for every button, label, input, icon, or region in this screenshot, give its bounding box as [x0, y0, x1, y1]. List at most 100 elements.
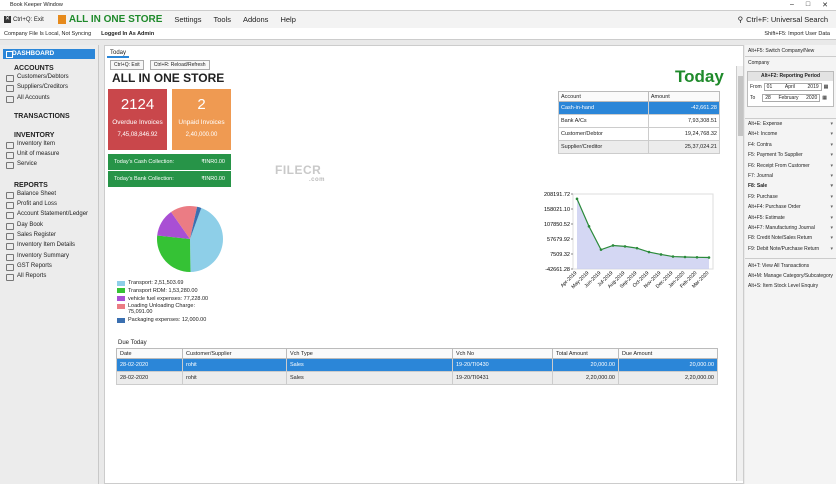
sidebar-item[interactable]: Day Book	[0, 220, 98, 230]
sidebar-item[interactable]: Sales Register	[0, 230, 98, 241]
to-date-picker[interactable]: 28 February 2020	[762, 93, 821, 102]
extra-shortcuts: Alt+T: View All Transactions Alt+M: Manag…	[745, 258, 836, 291]
sidebar-item[interactable]: Unit of measure	[0, 149, 98, 160]
menu-settings[interactable]: Settings	[174, 15, 202, 24]
legend-swatch	[117, 296, 125, 302]
import-user-data-button[interactable]: Shift+F5: Import User Data	[764, 30, 830, 37]
extra-shortcut-item[interactable]: Alt+T: View All Transactions	[748, 263, 810, 270]
unpaid-amount: 2,40,000.00	[185, 132, 218, 138]
shortcut-item[interactable]: F8: Credit Note/Sales Return	[745, 233, 836, 244]
legend-entry: Transport RDM: 1,53,280.00	[117, 288, 208, 294]
shortcut-item[interactable]: F6: Receipt From Customer	[745, 161, 836, 172]
minimize-icon[interactable]: –	[789, 1, 794, 8]
sidebar-item[interactable]: Profit and Loss	[0, 199, 98, 210]
due-type: Sales	[286, 371, 453, 385]
close-icon[interactable]: ✕	[822, 2, 828, 9]
shortcut-item[interactable]: F9: Debit Note/Purchase Return	[745, 244, 836, 255]
main-scrollbar[interactable]	[736, 66, 743, 481]
legend-label: Loading Unloading Charge: 75,091.00	[128, 303, 195, 316]
shortcut-item[interactable]: Alt+F7: Manufacturing Journal	[745, 223, 836, 234]
sidebar-item[interactable]: Inventory Item	[0, 139, 98, 150]
due-no: 19-20/TI0431	[452, 371, 553, 385]
search-label: Ctrl+F: Universal Search	[746, 15, 828, 24]
sidebar-item[interactable]: Account Statement/Ledger	[0, 209, 98, 220]
sidebar-dashboard[interactable]: DASHBOARD	[3, 49, 95, 59]
col-vch-no: Vch No	[452, 348, 553, 359]
search-icon: ⚲	[737, 15, 744, 24]
extra-shortcut-item[interactable]: Alt+M: Manage Category/Subcategory	[748, 273, 833, 280]
table-row[interactable]: 28-02-2020 rohit Sales 19-20/TI0430 20,0…	[116, 358, 718, 372]
accounts-table: Account Amount Cash-in-hand -42,661.28 Ba…	[558, 91, 721, 154]
legend-swatch	[117, 280, 125, 286]
account-name: Supplier/Creditor	[558, 140, 649, 154]
shortcut-item[interactable]: F5: Payment To Supplier	[745, 150, 836, 161]
due-today-table: Date Customer/Supplier Vch Type Vch No T…	[116, 348, 718, 385]
col-total: Total Amount	[552, 348, 619, 359]
universal-search[interactable]: ⚲ Ctrl+F: Universal Search	[738, 15, 828, 24]
main-panel: Today Ctrl+Q: Exit Ctrl+R: Reload/Refres…	[104, 45, 744, 484]
overdue-amount: 7,45,08,846.92	[117, 132, 158, 138]
sidebar-item[interactable]: Inventory Item Details	[0, 240, 98, 251]
table-row[interactable]: Cash-in-hand -42,661.28	[558, 101, 721, 115]
to-day: 28	[765, 94, 771, 101]
bank-collection-label: Today's Bank Collection:	[114, 176, 174, 182]
shortcut-item[interactable]: F4: Contra	[745, 140, 836, 151]
account-name: Customer/Debtor	[558, 127, 649, 141]
col-due: Due Amount	[618, 348, 718, 359]
cash-collection: Today's Cash Collection: ₹INR0.00	[108, 154, 231, 170]
due-amount: 2,20,000.00	[618, 371, 718, 385]
due-party: rohit	[182, 358, 287, 372]
unpaid-invoices-card[interactable]: 2 Unpaid Invoices 2,40,000.00	[172, 89, 231, 150]
menu-help[interactable]: Help	[280, 15, 296, 24]
sidebar-item[interactable]: All Accounts	[0, 93, 98, 103]
sidebar-item[interactable]: Customers/Debtors	[0, 72, 98, 83]
switch-company-button[interactable]: Alt+F5: Switch Company/New Company	[745, 45, 836, 66]
sidebar-item[interactable]: Suppliers/Creditors	[0, 82, 98, 93]
from-date-picker[interactable]: 01 April 2019	[763, 82, 822, 91]
sidebar-section-transactions: TRANSACTIONS	[14, 112, 70, 120]
inner-exit-button[interactable]: Ctrl+Q: Exit	[110, 60, 144, 70]
y-tick-label: 107850.52	[544, 222, 570, 228]
tab-today[interactable]: Today	[107, 48, 130, 58]
sidebar-item[interactable]: GST Reports	[0, 261, 98, 272]
sidebar-item[interactable]: All Reports	[0, 271, 98, 282]
shortcut-item[interactable]: F8: Sale	[745, 181, 836, 192]
menu-tools[interactable]: Tools	[213, 15, 231, 24]
sidebar-section-inventory: INVENTORY	[14, 131, 55, 139]
exit-button[interactable]: ✕ Ctrl+Q: Exit	[4, 16, 44, 23]
legend-label: Transport: 2,51,503.69	[128, 280, 184, 286]
sidebar-item[interactable]: Service	[0, 159, 98, 170]
menu-addons[interactable]: Addons	[243, 15, 269, 24]
table-row[interactable]: 28-02-2020 rohit Sales 19-20/TI0431 2,20…	[116, 371, 718, 385]
table-row[interactable]: Customer/Debtor 19,24,768.32	[558, 127, 721, 141]
watermark: FILECR .com	[275, 163, 325, 183]
shortcut-item[interactable]: F9: Purchase	[745, 192, 836, 203]
shortcut-list: Alt+E: ExpenseAlt+I: IncomeF4: ContraF5:…	[745, 118, 836, 255]
col-date: Date	[116, 348, 183, 359]
watermark-domain: .com	[309, 177, 326, 183]
legend-label: vehicle fuel expenses: 77,228.00	[128, 295, 209, 302]
overdue-invoices-card[interactable]: 2124 Overdue Invoices 7,45,08,846.92	[108, 89, 167, 150]
sidebar-item[interactable]: Balance Sheet	[0, 189, 98, 200]
shortcut-item[interactable]: Alt+I: Income	[745, 129, 836, 140]
to-month: February	[778, 94, 799, 101]
calendar-icon[interactable]: ▦	[822, 94, 828, 101]
table-row[interactable]: Bank A/Cs 7,93,308.51	[558, 114, 721, 128]
sidebar: DASHBOARD ACCOUNTS Customers/Debtors Suppl…	[0, 45, 99, 484]
to-label: To	[750, 94, 756, 101]
sidebar-item[interactable]: Inventory Summary	[0, 251, 98, 261]
table-row[interactable]: Supplier/Creditor 25,37,024.21	[558, 140, 721, 154]
calendar-icon[interactable]: ▦	[823, 83, 829, 90]
shortcut-item[interactable]: F7: Journal	[745, 171, 836, 182]
shortcut-item[interactable]: Alt+F5: Estimate	[745, 213, 836, 224]
extra-shortcut-item[interactable]: Alt+S: Item Stock Level Enquiry	[748, 283, 819, 290]
legend-entry: Transport: 2,51,503.69	[117, 280, 208, 286]
shortcut-item[interactable]: Alt+E: Expense	[745, 119, 836, 130]
y-tick-label: 158021.10	[544, 207, 570, 213]
scrollbar-thumb[interactable]	[738, 76, 743, 136]
shortcut-item[interactable]: Alt+F4: Purchase Order	[745, 202, 836, 213]
maximize-icon[interactable]: □	[805, 1, 811, 8]
reload-button[interactable]: Ctrl+R: Reload/Refresh	[149, 60, 210, 70]
bank-collection: Today's Bank Collection: ₹INR0.00	[108, 171, 231, 187]
data-point	[647, 250, 651, 254]
